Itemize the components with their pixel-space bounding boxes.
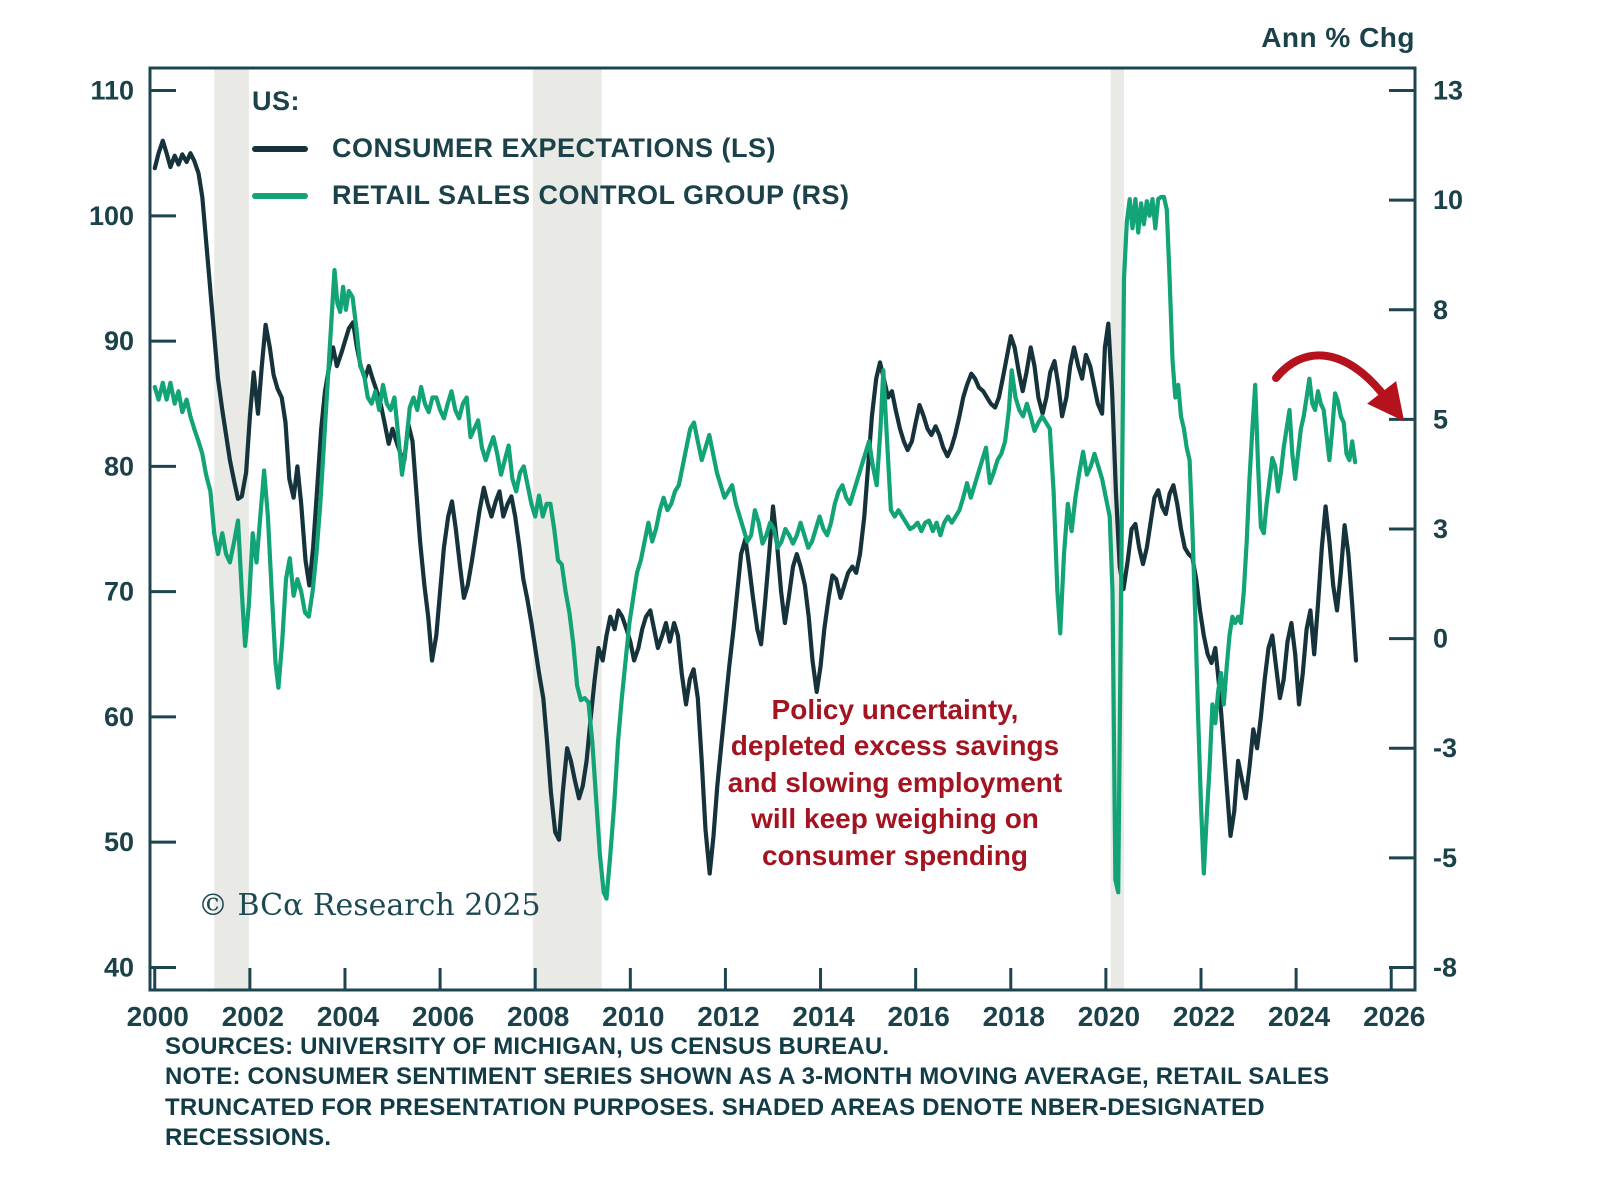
copyright-text: © BCα Research 2025: [198, 888, 541, 923]
x-tick-label: 2002: [222, 1001, 284, 1032]
legend-group-label: US:: [252, 86, 300, 116]
right-tick-label: 5: [1433, 404, 1448, 434]
right-tick-label: 10: [1433, 185, 1463, 215]
right-tick-label: -8: [1433, 952, 1457, 982]
x-tick-label: 2006: [412, 1001, 474, 1032]
right-axis-title: Ann % Chg: [1261, 22, 1415, 53]
right-tick-label: 13: [1433, 76, 1463, 106]
left-tick-label: 50: [104, 827, 134, 857]
recession-band: [214, 69, 249, 989]
legend-item-label: CONSUMER EXPECTATIONS (LS): [332, 133, 777, 163]
x-tick-label: 2008: [507, 1001, 569, 1032]
x-tick-label: 2004: [317, 1001, 380, 1032]
x-tick-label: 2000: [127, 1001, 189, 1032]
left-tick-label: 40: [104, 952, 134, 982]
right-tick-label: 8: [1433, 295, 1448, 325]
legend-item-retail-sales: RETAIL SALES CONTROL GROUP (RS): [252, 180, 850, 211]
left-tick-label: 90: [104, 326, 134, 356]
x-tick-label: 2014: [792, 1001, 855, 1032]
x-tick-label: 2026: [1363, 1001, 1425, 1032]
x-tick-label: 2016: [888, 1001, 950, 1032]
axes: 110 100 90 80 70 60 50 40 13 10 8 5 3 0 -3 -5 -8 2000 2002…: [89, 66, 1463, 1032]
x-tick-label: 2024: [1268, 1001, 1331, 1032]
red-curved-arrow-icon: [1272, 351, 1405, 422]
left-tick-label: 60: [104, 702, 134, 732]
consumer-expectations-swatch: [252, 145, 308, 152]
right-tick-label: 3: [1433, 514, 1448, 544]
left-tick-label: 110: [90, 76, 134, 106]
left-tick-label: 80: [104, 451, 134, 481]
x-tick-label: 2012: [697, 1001, 759, 1032]
legend-item-label: RETAIL SALES CONTROL GROUP (RS): [332, 180, 850, 210]
annotation-text: Policy uncertainty, depleted excess savi…: [727, 694, 1063, 871]
retail-sales-swatch: [252, 192, 308, 199]
x-tick-label: 2010: [602, 1001, 664, 1032]
legend: US: CONSUMER EXPECTATIONS (LS) RETAIL SA…: [252, 86, 850, 211]
right-tick-label: -5: [1433, 843, 1457, 873]
recession-band: [532, 69, 602, 989]
left-tick-label: 70: [104, 577, 134, 607]
x-tick-label: 2022: [1173, 1001, 1235, 1032]
right-tick-label: -3: [1433, 733, 1457, 763]
x-tick-label: 2020: [1078, 1001, 1140, 1032]
legend-item-consumer-expectations: CONSUMER EXPECTATIONS (LS): [252, 133, 850, 164]
left-tick-label: 100: [89, 201, 134, 231]
right-tick-label: 0: [1433, 624, 1448, 654]
x-tick-label: 2018: [983, 1001, 1045, 1032]
retail-sales-line: [152, 194, 1358, 901]
data-series: [152, 138, 1359, 901]
source-note-text: SOURCES: UNIVERSITY OF MICHIGAN, US CENS…: [165, 1033, 1330, 1152]
